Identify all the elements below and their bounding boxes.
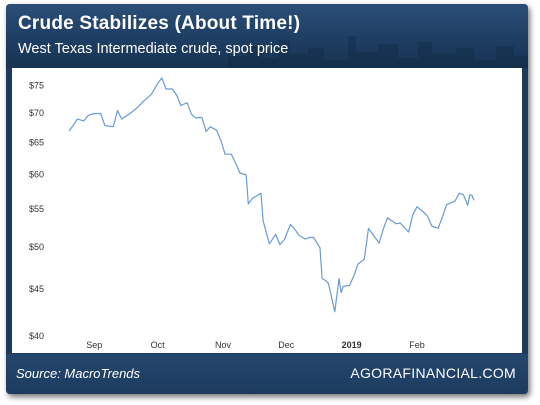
y-tick-label: $70 (29, 108, 44, 118)
x-axis: Sep Oct Nov Dec 2019 Feb (86, 340, 425, 350)
city-skyline-decoration (228, 36, 528, 68)
y-tick-label: $55 (29, 204, 44, 214)
x-tick-label: Dec (278, 340, 295, 350)
y-tick-label: $45 (29, 284, 44, 294)
chart-title: Crude Stabilizes (About Time!) (18, 13, 301, 34)
price-series-line (68, 77, 475, 313)
chart-footer: Source: MacroTrends AGORAFINANCIAL.COM (6, 354, 528, 394)
x-tick-label: Sep (86, 340, 102, 350)
y-tick-label: $50 (29, 242, 44, 252)
y-tick-label: $75 (29, 80, 44, 90)
chart-header: Crude Stabilizes (About Time!) West Texa… (6, 4, 528, 68)
y-tick-label: $60 (29, 169, 44, 179)
chart-subtitle: West Texas Intermediate crude, spot pric… (18, 41, 289, 57)
y-tick-label: $65 (29, 137, 44, 147)
y-axis: $40 $45 $50 $55 $60 $65 $70 $75 (29, 80, 44, 341)
x-tick-label: 2019 (342, 340, 362, 350)
x-tick-label: Nov (215, 340, 232, 350)
line-chart: $40 $45 $50 $55 $60 $65 $70 $75 Sep Oct Nov Dec 201… (29, 77, 475, 350)
source-credit: Source: MacroTrends (16, 366, 141, 381)
y-tick-label: $40 (29, 331, 44, 341)
series-layer (68, 77, 475, 313)
x-tick-label: Oct (151, 340, 166, 350)
x-tick-label: Feb (409, 340, 425, 350)
brand-label: AGORAFINANCIAL.COM (350, 365, 516, 381)
chart-card: Crude Stabilizes (About Time!) West Texa… (6, 4, 528, 394)
plot-area: $40 $45 $50 $55 $60 $65 $70 $75 Sep Oct Nov Dec 201… (12, 68, 522, 353)
